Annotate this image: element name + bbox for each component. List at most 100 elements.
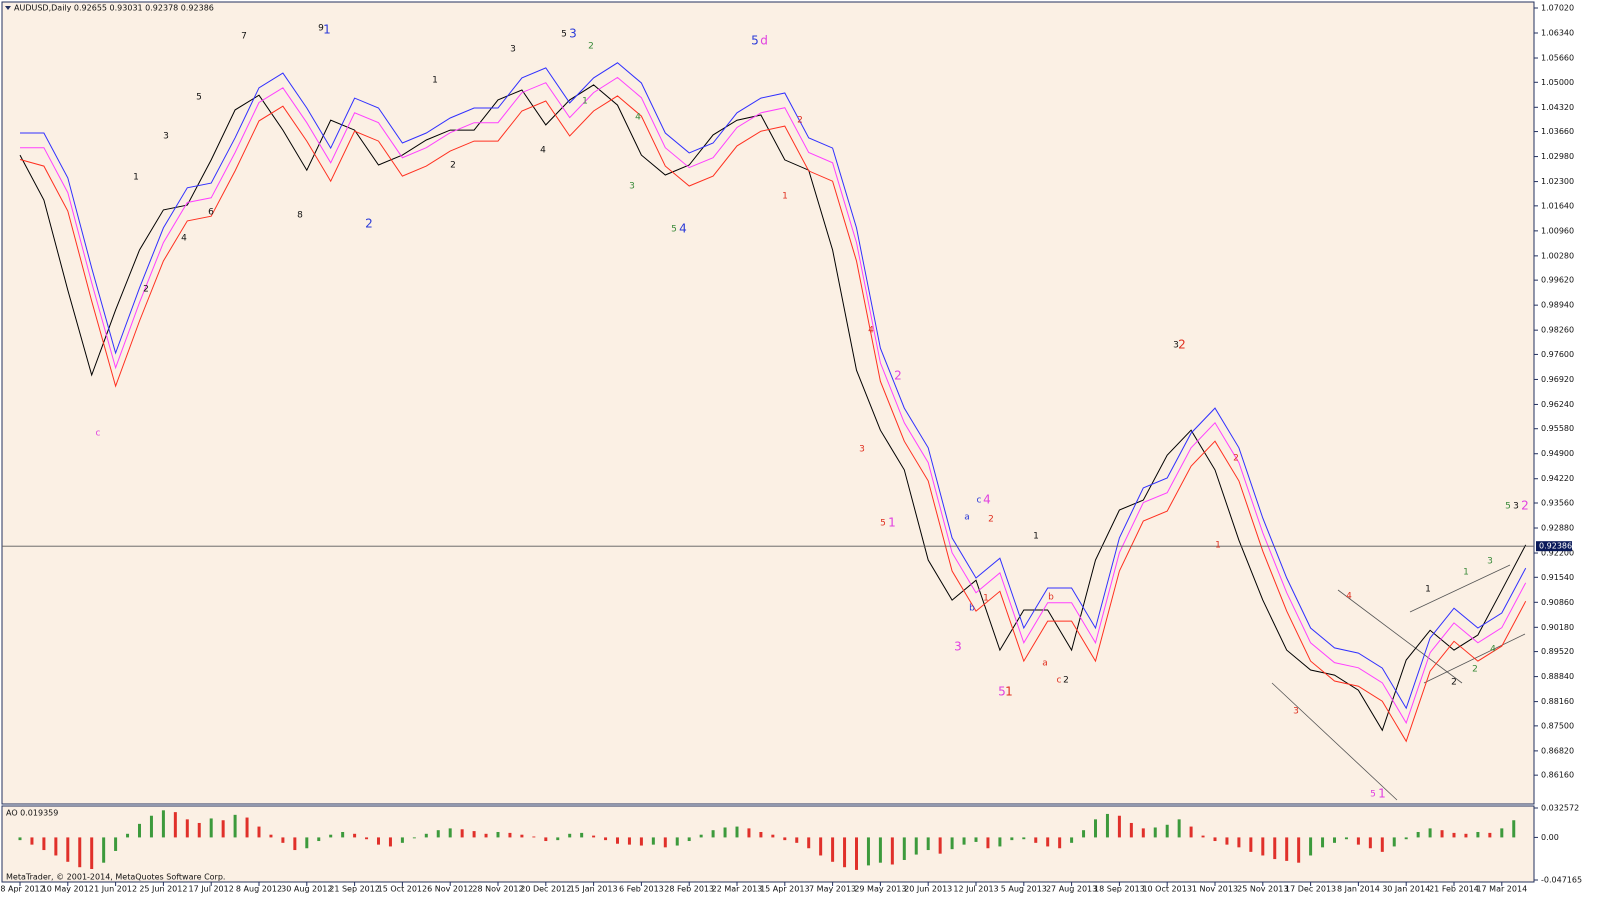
y-tick-label: 0.86160 xyxy=(1541,771,1574,780)
ao-bar xyxy=(102,837,106,863)
x-tick-label: 20 Jun 2013 xyxy=(904,885,952,894)
y-tick-label: 0.87500 xyxy=(1541,721,1574,730)
ao-bar xyxy=(675,837,679,846)
ao-bar xyxy=(986,837,990,849)
wave-label: 1 xyxy=(1215,541,1221,551)
ao-bar xyxy=(257,826,261,838)
ao-bar xyxy=(54,837,58,856)
wave-label: 1 xyxy=(1425,585,1431,595)
y-tick-label: 0.94900 xyxy=(1541,449,1574,458)
y-tick-label: 0.92880 xyxy=(1541,524,1574,533)
x-tick-label: 29 May 2013 xyxy=(854,885,906,894)
ao-bar xyxy=(1512,820,1516,838)
ao-bar xyxy=(1285,837,1289,861)
y-tick-label: 1.05660 xyxy=(1541,54,1574,63)
ao-bar xyxy=(639,837,643,846)
ao-bar xyxy=(78,837,82,868)
ao-bar xyxy=(126,833,130,838)
y-tick-label: 0.98940 xyxy=(1541,301,1574,310)
y-tick-label: 0.032572 xyxy=(1541,804,1579,813)
x-tick-label: 8 Aug 2012 xyxy=(236,885,282,894)
ao-bar xyxy=(711,830,715,838)
x-tick-label: 30 Jan 2014 xyxy=(1382,885,1430,894)
ao-bar xyxy=(233,814,237,838)
ao-bar xyxy=(1500,828,1504,838)
ao-panel xyxy=(1,805,1535,883)
ao-bar xyxy=(472,831,476,838)
x-tick-label: 17 Dec 2013 xyxy=(1285,885,1336,894)
x-tick-label: 8 Jan 2014 xyxy=(1337,885,1380,894)
x-tick-label: 1 Nov 2013 xyxy=(1192,885,1238,894)
ao-bar xyxy=(747,828,751,838)
x-tick-label: 17 Mar 2014 xyxy=(1476,885,1527,894)
x-tick-label: 25 Nov 2013 xyxy=(1237,885,1288,894)
moving-average-line xyxy=(19,95,1527,743)
ao-bar xyxy=(866,837,870,866)
y-tick-label: 0.89520 xyxy=(1541,647,1574,656)
wave-label: 3 xyxy=(569,27,577,41)
x-tick-label: 22 Mar 2013 xyxy=(712,885,763,894)
ao-bar xyxy=(1404,837,1408,840)
ao-bar xyxy=(388,837,392,847)
ao-bar xyxy=(843,837,847,868)
wave-label: 2 xyxy=(1451,678,1457,688)
ao-bar xyxy=(1022,837,1026,840)
last-price-box xyxy=(1536,541,1572,552)
ao-bar xyxy=(878,837,882,863)
ao-bar xyxy=(1153,827,1157,838)
menu-arrow[interactable] xyxy=(5,6,11,10)
wave-label: 3 xyxy=(510,45,516,55)
wave-label: 7 xyxy=(241,32,247,42)
ao-bar xyxy=(221,820,225,838)
wave-label: 2 xyxy=(450,161,456,171)
ao-bar xyxy=(1452,832,1456,838)
x-tick-label: 10 May 2012 xyxy=(42,885,94,894)
y-tick-label: 0.98260 xyxy=(1541,326,1574,335)
wave-label: 3 xyxy=(629,182,635,192)
ao-bar xyxy=(723,827,727,838)
wave-label: 5 xyxy=(880,519,886,529)
wave-label: 1 xyxy=(582,97,588,107)
ao-bar xyxy=(18,837,22,841)
symbol-header: AUDUSD,Daily 0.92655 0.93031 0.92378 0.9… xyxy=(14,4,214,13)
ao-bar xyxy=(161,810,165,838)
wave-label: 1 xyxy=(782,192,788,202)
x-tick-label: 28 Nov 2012 xyxy=(472,885,523,894)
ao-bar xyxy=(1309,837,1313,856)
ao-bar xyxy=(974,837,978,842)
wave-label: 4 xyxy=(181,234,187,244)
ao-bar xyxy=(1392,837,1396,847)
wave-label: 5 xyxy=(196,93,202,103)
y-tick-label: 1.01640 xyxy=(1541,201,1574,210)
wave-label: 2 xyxy=(988,515,994,525)
ao-bar xyxy=(1046,837,1050,847)
y-tick-label: 0.96240 xyxy=(1541,400,1574,409)
wave-label: 9 xyxy=(318,24,324,34)
ao-bar xyxy=(269,834,273,838)
ao-bar xyxy=(1488,832,1492,838)
wave-label: 8 xyxy=(297,211,303,221)
wave-label: 4 xyxy=(1490,645,1496,655)
wave-label: 2 xyxy=(1472,665,1478,675)
wave-label: 2 xyxy=(1233,454,1239,464)
ao-bar xyxy=(819,837,823,856)
y-tick-label: 1.07020 xyxy=(1541,4,1574,13)
ao-bar xyxy=(926,837,930,851)
trend-lines xyxy=(1271,564,1526,801)
ao-bar xyxy=(1249,837,1253,852)
ao-bar xyxy=(962,837,966,845)
ao-bar xyxy=(365,837,369,840)
wave-label: 3 xyxy=(163,132,169,142)
y-tick-label: 0.91540 xyxy=(1541,573,1574,582)
ao-bar xyxy=(1380,837,1384,852)
y-tick-label: 1.06340 xyxy=(1541,29,1574,38)
ao-bar xyxy=(1129,822,1133,838)
ao-bar xyxy=(293,837,297,851)
x-tick-label: 21 Sep 2012 xyxy=(329,885,380,894)
ao-bar xyxy=(1094,819,1097,838)
wave-label: c xyxy=(1057,676,1062,686)
ao-bar xyxy=(1165,824,1169,838)
ao-bar xyxy=(795,837,799,843)
wave-label: 3 xyxy=(1487,557,1493,567)
